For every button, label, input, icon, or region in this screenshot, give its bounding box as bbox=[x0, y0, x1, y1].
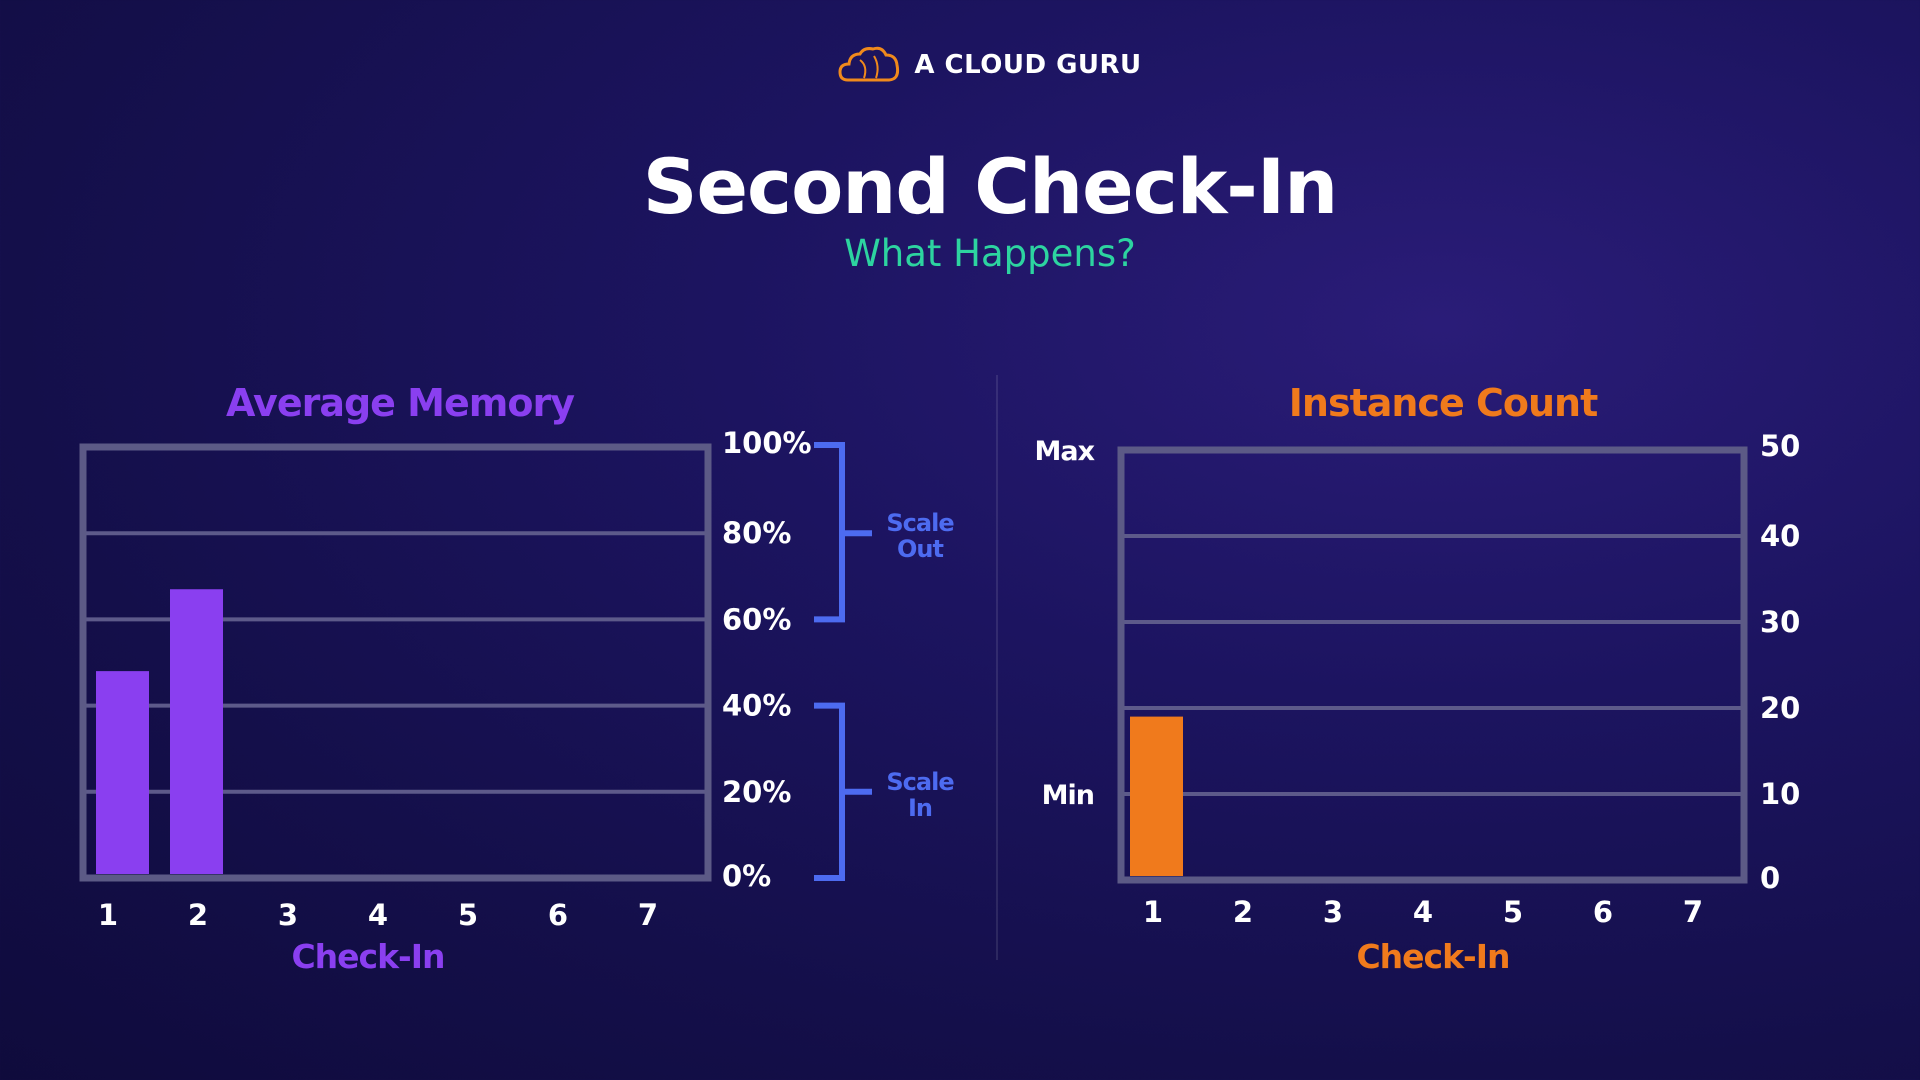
brand-logo: A CLOUD GURU bbox=[0, 46, 1920, 84]
chart2-side-label: Max bbox=[1034, 436, 1094, 467]
chart2-ytick-label: 0 bbox=[1760, 861, 1780, 895]
chart1-bar bbox=[170, 589, 223, 874]
page-subtitle: What Happens? bbox=[844, 232, 1136, 275]
brand-name: A CLOUD GURU bbox=[914, 50, 1142, 80]
chart2-ytick-label: 40 bbox=[1760, 519, 1800, 553]
chart1-scale-bracket bbox=[814, 442, 872, 623]
chart1-bar bbox=[96, 671, 149, 874]
chart1-xtick-label: 6 bbox=[548, 898, 568, 932]
chart1-xtick-label: 7 bbox=[638, 898, 658, 932]
chart2-ytick-label: 20 bbox=[1760, 691, 1800, 725]
chart1-xtick-label: 2 bbox=[188, 898, 208, 932]
chart1-xtick-label: 4 bbox=[368, 898, 388, 932]
chart1-scale-bracket bbox=[814, 702, 872, 881]
chart2-ytick-label: 50 bbox=[1760, 429, 1800, 463]
chart2-xtick-label: 6 bbox=[1593, 895, 1613, 929]
page-title: Second Check-In bbox=[642, 142, 1338, 231]
chart1-ytick-label: 100% bbox=[722, 426, 812, 460]
chart1-ytick-label: 40% bbox=[722, 689, 791, 723]
chart2-ytick-label: 10 bbox=[1760, 777, 1800, 811]
chart1-scale-label: Scale bbox=[886, 768, 954, 796]
chart2-bar bbox=[1130, 716, 1183, 876]
chart2-xtick-label: 5 bbox=[1503, 895, 1523, 929]
chart2-xtick-label: 2 bbox=[1233, 895, 1253, 929]
chart1-title: Average Memory bbox=[226, 381, 575, 425]
panel-divider bbox=[996, 375, 998, 960]
chart2-side-label: Min bbox=[1042, 780, 1094, 811]
chart1-xtick-label: 1 bbox=[98, 898, 118, 932]
chart2-xaxis-label: Check-In bbox=[1356, 937, 1509, 976]
chart2-xtick-label: 3 bbox=[1323, 895, 1343, 929]
cloud-logo-icon bbox=[838, 46, 900, 82]
chart2-title: Instance Count bbox=[1289, 381, 1598, 425]
chart1-ytick-label: 20% bbox=[722, 775, 791, 809]
chart1-scale-label: Scale bbox=[886, 509, 954, 537]
chart1-ytick-label: 80% bbox=[722, 516, 791, 550]
chart2-xtick-label: 1 bbox=[1143, 895, 1163, 929]
chart2-frame bbox=[1117, 446, 1748, 884]
chart1-frame bbox=[79, 443, 712, 882]
chart2-xtick-label: 7 bbox=[1683, 895, 1703, 929]
chart1-xaxis-label: Check-In bbox=[291, 937, 444, 976]
chart2-xtick-label: 4 bbox=[1413, 895, 1433, 929]
chart1-ytick-label: 60% bbox=[722, 602, 791, 636]
chart1-scale-label: In bbox=[908, 794, 932, 822]
chart1-xtick-label: 3 bbox=[278, 898, 298, 932]
chart2-ytick-label: 30 bbox=[1760, 605, 1800, 639]
chart1-scale-label: Out bbox=[897, 535, 943, 563]
chart1-xtick-label: 5 bbox=[458, 898, 478, 932]
chart1-ytick-label: 0% bbox=[722, 859, 771, 893]
